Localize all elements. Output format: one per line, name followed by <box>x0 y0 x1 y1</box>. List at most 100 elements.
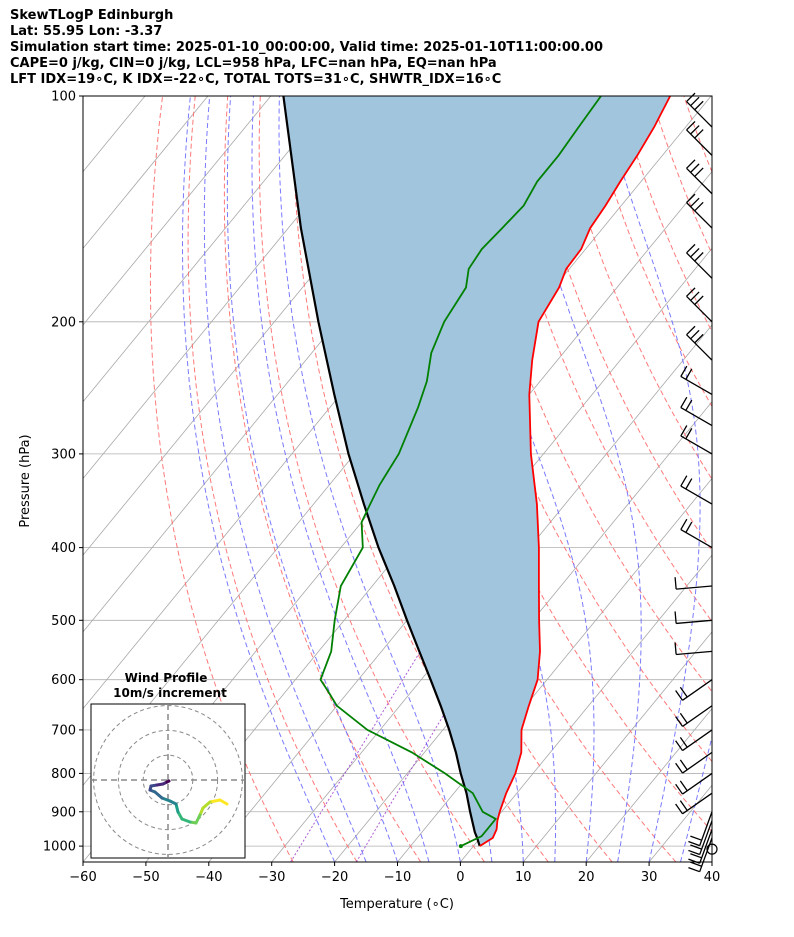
x-tick-label: 30 <box>641 870 658 885</box>
isotherm-gridline <box>648 784 712 862</box>
axis-ticks: −60 −50 −40 −30 −20 −10 0 10 20 30 40 100 200 300 400 5… <box>43 90 720 886</box>
barb-shaft <box>699 820 713 855</box>
parcel-profile-line <box>282 96 481 847</box>
barb-shaft <box>676 650 713 656</box>
wind-barb <box>675 705 713 727</box>
barb-flag <box>679 800 688 811</box>
barb-flag <box>686 243 696 254</box>
barb-flag <box>688 840 700 847</box>
barb-flag <box>690 247 700 258</box>
x-tick-label: −40 <box>195 870 222 885</box>
barb-flag <box>690 291 700 301</box>
barb-flag <box>685 399 693 411</box>
barb-shaft <box>680 529 713 549</box>
dry-adiabat <box>455 96 712 693</box>
barb-flag <box>675 740 684 751</box>
barb-flag <box>690 844 702 850</box>
barb-shaft <box>686 101 713 128</box>
wind-barb <box>674 577 713 590</box>
wind-barb <box>688 837 713 873</box>
barb-flag <box>680 425 688 437</box>
wind-barb <box>675 679 713 701</box>
dry-adiabat <box>258 96 485 862</box>
x-tick-label: −30 <box>258 870 285 885</box>
barb-shaft <box>686 129 713 156</box>
moist-adiabat <box>203 96 367 862</box>
isotherm-gridline <box>460 554 712 862</box>
barb-flag <box>675 803 684 815</box>
barb-flag <box>694 333 704 344</box>
wind-barb <box>675 772 713 795</box>
y-tick-label: 900 <box>51 805 76 820</box>
barb-flag <box>686 120 696 131</box>
barb-flag <box>688 866 700 873</box>
barb-flag <box>680 475 688 487</box>
isotherm-gridline <box>334 401 712 862</box>
wind-barbs <box>674 92 718 873</box>
barb-flag <box>675 762 684 774</box>
dry-adiabat <box>618 96 712 333</box>
barb-shaft <box>686 252 713 279</box>
barb-flag <box>690 163 700 173</box>
barb-flag <box>688 858 700 864</box>
barb-flag <box>675 716 684 727</box>
barb-flag <box>680 518 688 530</box>
barb-shaft <box>699 829 713 864</box>
wind-barb <box>686 159 713 195</box>
barb-shaft <box>680 485 713 505</box>
y-tick-label: 300 <box>51 447 76 462</box>
barb-shaft <box>686 295 713 323</box>
wind-barb <box>675 729 713 752</box>
barb-flag <box>688 849 700 856</box>
barb-shaft <box>676 619 713 625</box>
barb-shaft <box>686 202 713 229</box>
hodograph-trace-segment <box>201 800 212 810</box>
x-tick-label: −60 <box>69 870 96 885</box>
x-tick-label: 40 <box>704 870 721 885</box>
x-tick-label: −20 <box>321 870 348 885</box>
barb-flag <box>694 129 704 139</box>
profile-lines <box>282 96 671 849</box>
wind-barb <box>688 820 713 856</box>
barb-flag <box>685 368 693 380</box>
barb-flag <box>694 295 704 305</box>
y-tick-label: 1000 <box>43 840 76 855</box>
shading-layer <box>283 96 671 847</box>
barb-flag <box>686 325 696 336</box>
isotherm-gridline <box>83 96 272 326</box>
barb-shaft <box>682 751 713 774</box>
barb-flag <box>690 835 702 841</box>
wind-barb <box>686 325 713 361</box>
wind-barb <box>680 365 713 396</box>
wind-barb <box>675 751 713 774</box>
x-tick-label: −10 <box>384 870 411 885</box>
hodograph-trace-segment <box>208 798 222 804</box>
calm-wind-circle <box>706 843 718 855</box>
wind-barb <box>686 120 713 156</box>
y-tick-label: 700 <box>51 723 76 738</box>
wind-barb <box>675 792 713 815</box>
y-tick-label: 100 <box>51 90 76 105</box>
barb-flag <box>674 611 677 624</box>
moist-adiabat <box>251 96 430 862</box>
title-line-location: Lat: 55.95 Lon: -3.37 <box>10 24 163 39</box>
y-tick-label: 200 <box>51 315 76 330</box>
hodograph-title: Wind Profile <box>125 671 208 685</box>
wind-barb <box>686 287 713 323</box>
hodograph-subtitle: 10m/s increment <box>113 686 227 700</box>
wind-barb <box>686 92 713 128</box>
wind-barb <box>674 611 713 625</box>
barb-shaft <box>686 167 713 195</box>
barb-flag <box>685 428 693 440</box>
wind-barb <box>674 642 713 656</box>
barb-flag <box>690 853 702 859</box>
title-block: SkewTLogP Edinburgh Lat: 55.95 Lon: -3.3… <box>10 8 603 88</box>
wind-barb <box>680 425 713 455</box>
x-tick-label: −50 <box>132 870 159 885</box>
surface-dewpoint-marker <box>458 844 463 849</box>
barb-flag <box>675 783 684 795</box>
wind-barb <box>706 843 718 855</box>
x-tick-label: 20 <box>578 870 595 885</box>
dry-adiabat <box>585 96 712 408</box>
